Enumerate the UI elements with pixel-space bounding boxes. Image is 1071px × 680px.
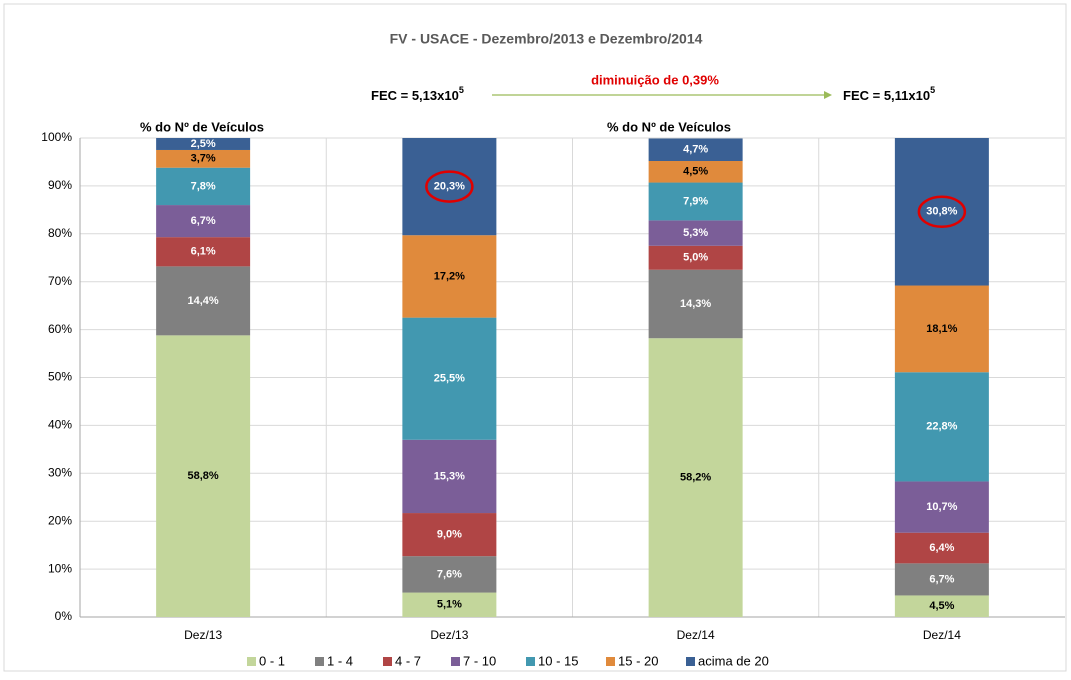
fec-sup: 5: [930, 85, 935, 95]
bar-segment: [894, 595, 989, 617]
change-note: diminuição de 0,39%: [591, 72, 719, 87]
value-label: 14,3%: [680, 298, 711, 310]
legend-label: acima de 20: [698, 653, 769, 668]
bar-segment: [402, 513, 497, 557]
value-label: 30,8%: [926, 206, 957, 218]
bar-segment: [402, 317, 497, 440]
bar-segment: [894, 285, 989, 373]
value-label: 15,3%: [434, 470, 465, 482]
value-label: 4,5%: [929, 600, 954, 612]
legend-label: 0 - 1: [259, 653, 285, 668]
legend-label: 10 - 15: [538, 653, 578, 668]
value-label: 58,8%: [188, 470, 219, 482]
axis-note: % do Nº de Veículos: [140, 119, 264, 134]
bar-segment: [894, 563, 989, 596]
value-label: 7,6%: [437, 568, 462, 580]
y-tick-label: 30%: [48, 465, 72, 479]
value-label: 6,1%: [191, 246, 216, 258]
y-tick-label: 60%: [48, 322, 72, 336]
bar-segment: [402, 235, 497, 318]
highlight-circle: [425, 170, 474, 203]
value-label: 17,2%: [434, 270, 465, 282]
y-tick-label: 10%: [48, 561, 72, 575]
bar-segment: [894, 138, 989, 286]
bar-segment: [156, 138, 251, 150]
bar-segment: [156, 266, 251, 336]
axis-note: % do Nº de Veículos: [607, 119, 731, 134]
bar-segment: [156, 335, 251, 617]
value-label: 4,7%: [683, 144, 708, 156]
legend-swatch: [315, 657, 324, 666]
fec-text: FEC = 5,11x10: [843, 88, 930, 103]
y-tick-label: 0%: [55, 609, 73, 623]
bar-segment: [648, 160, 743, 183]
bar-segment: [648, 245, 743, 270]
bar-segment: [156, 237, 251, 267]
bar-segment: [156, 167, 251, 206]
bar-segment: [648, 269, 743, 339]
bar-segment: [156, 149, 251, 168]
bar-segment: [402, 138, 497, 236]
value-label: 5,0%: [683, 252, 708, 264]
y-tick-label: 70%: [48, 274, 72, 288]
value-label: 6,7%: [929, 573, 954, 585]
highlight-circle: [917, 195, 967, 229]
y-tick-label: 40%: [48, 418, 72, 432]
legend-label: 15 - 20: [618, 653, 658, 668]
bar-segment: [648, 182, 743, 221]
fec-sup: 5: [459, 85, 464, 95]
value-label: 10,7%: [926, 501, 957, 513]
value-label: 25,5%: [434, 373, 465, 385]
x-tick-label: Dez/13: [430, 628, 468, 642]
bar-segment: [402, 439, 497, 514]
y-tick-label: 100%: [41, 130, 72, 144]
y-tick-label: 90%: [48, 178, 72, 192]
value-label: 20,3%: [434, 181, 465, 193]
fec-left: FEC = 5,13x105: [371, 85, 464, 103]
bar-segment: [894, 372, 989, 482]
value-label: 5,1%: [437, 599, 462, 611]
value-label: 4,5%: [683, 166, 708, 178]
legend-swatch: [686, 657, 695, 666]
x-tick-label: Dez/14: [677, 628, 715, 642]
arrow-head: [824, 91, 832, 99]
legend-swatch: [526, 657, 535, 666]
bar-segment: [402, 556, 497, 593]
value-label: 18,1%: [926, 323, 957, 335]
value-label: 2,5%: [191, 138, 216, 150]
legend-swatch: [383, 657, 392, 666]
legend-swatch: [451, 657, 460, 666]
legend-swatch: [606, 657, 615, 666]
value-label: 7,9%: [683, 195, 708, 207]
y-tick-label: 80%: [48, 226, 72, 240]
fec-text: FEC = 5,13x10: [371, 88, 459, 103]
x-tick-label: Dez/13: [184, 628, 222, 642]
value-label: 9,0%: [437, 529, 462, 541]
bar-segment: [648, 138, 743, 161]
fec-right: FEC = 5,11x105: [843, 85, 935, 103]
legend-label: 4 - 7: [395, 653, 421, 668]
bar-segment: [894, 481, 989, 533]
bar-segment: [156, 205, 251, 238]
bar-segment: [402, 592, 497, 617]
bar-segment: [894, 532, 989, 564]
value-label: 14,4%: [188, 295, 219, 307]
y-tick-label: 50%: [48, 370, 72, 384]
value-label: 5,3%: [683, 227, 708, 239]
value-label: 6,4%: [929, 542, 954, 554]
value-label: 22,8%: [926, 421, 957, 433]
bar-segment: [648, 338, 743, 617]
bar-segment: [648, 220, 743, 246]
y-tick-label: 20%: [48, 513, 72, 527]
value-label: 6,7%: [191, 215, 216, 227]
chart-title: FV - USACE - Dezembro/2013 e Dezembro/20…: [390, 31, 703, 47]
legend-swatch: [247, 657, 256, 666]
value-label: 58,2%: [680, 472, 711, 484]
value-label: 3,7%: [191, 153, 216, 165]
x-tick-label: Dez/14: [923, 628, 961, 642]
legend-label: 7 - 10: [463, 653, 496, 668]
legend-label: 1 - 4: [327, 653, 353, 668]
value-label: 7,8%: [191, 180, 216, 192]
